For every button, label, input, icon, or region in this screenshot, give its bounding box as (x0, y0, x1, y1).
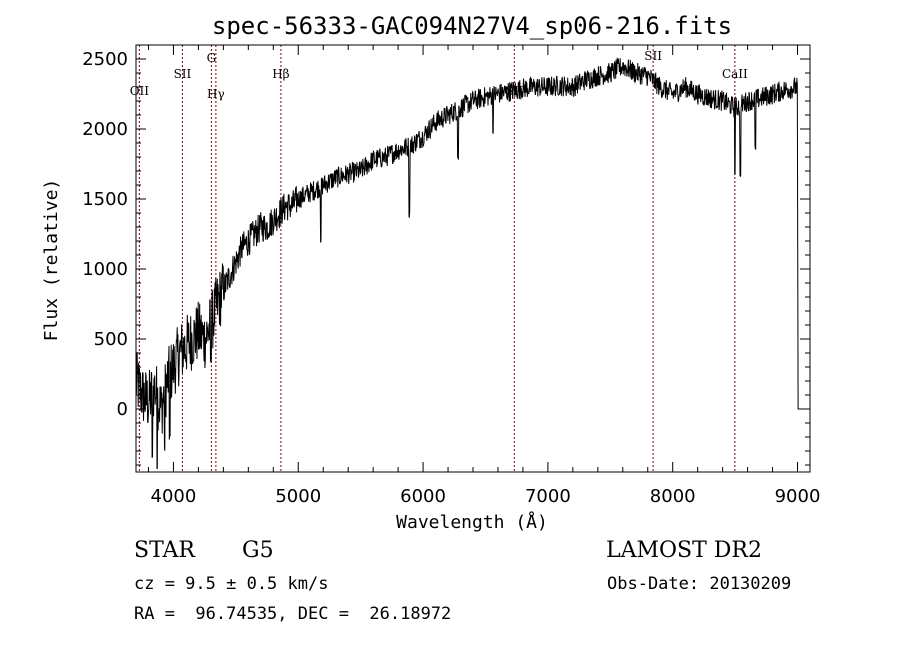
y-tick-label: 0 (117, 399, 128, 420)
y-ticks: 0 500 1000 1500 2000 2500 (82, 44, 810, 466)
marker-label: Hγ (207, 87, 225, 101)
marker-label: G (207, 51, 217, 65)
coordinates-text: RA = 96.74535, DEC = 26.18972 (134, 604, 452, 624)
x-axis-label: Wavelength (Å) (396, 511, 548, 533)
y-tick-label: 2500 (82, 49, 128, 70)
x-tick-label: 4000 (151, 486, 197, 507)
chart-title: spec-56333-GAC094N27V4_sp06-216.fits (212, 12, 732, 40)
marker-label: OII (130, 84, 150, 98)
y-tick-label: 2000 (82, 119, 128, 140)
x-tick-label: 5000 (275, 486, 321, 507)
redshift-text: cz = 9.5 ± 0.5 km/s (134, 574, 329, 594)
x-ticks: 4000 5000 6000 7000 8000 9000 (147, 45, 821, 507)
subclass: G5 (242, 538, 274, 563)
marker-label: CaII (722, 67, 748, 81)
x-tick-label: 8000 (650, 486, 696, 507)
y-axis-label: Flux (relative) (41, 179, 62, 342)
y-tick-label: 500 (94, 329, 128, 350)
obs-date-text: Obs-Date: 20130209 (607, 574, 792, 594)
x-tick-label: 6000 (400, 486, 446, 507)
marker-label: Hβ (272, 67, 289, 81)
x-tick-label: 7000 (525, 486, 571, 507)
y-tick-label: 1000 (82, 259, 128, 280)
marker-lines (138, 45, 736, 472)
x-tick-label: 9000 (775, 486, 821, 507)
spectrum-line (135, 57, 800, 470)
marker-label: SII (174, 67, 192, 81)
y-tick-label: 1500 (82, 189, 128, 210)
survey-name: LAMOST DR2 (606, 538, 762, 563)
object-class: STAR (134, 538, 195, 563)
marker-label: SII (644, 49, 662, 63)
